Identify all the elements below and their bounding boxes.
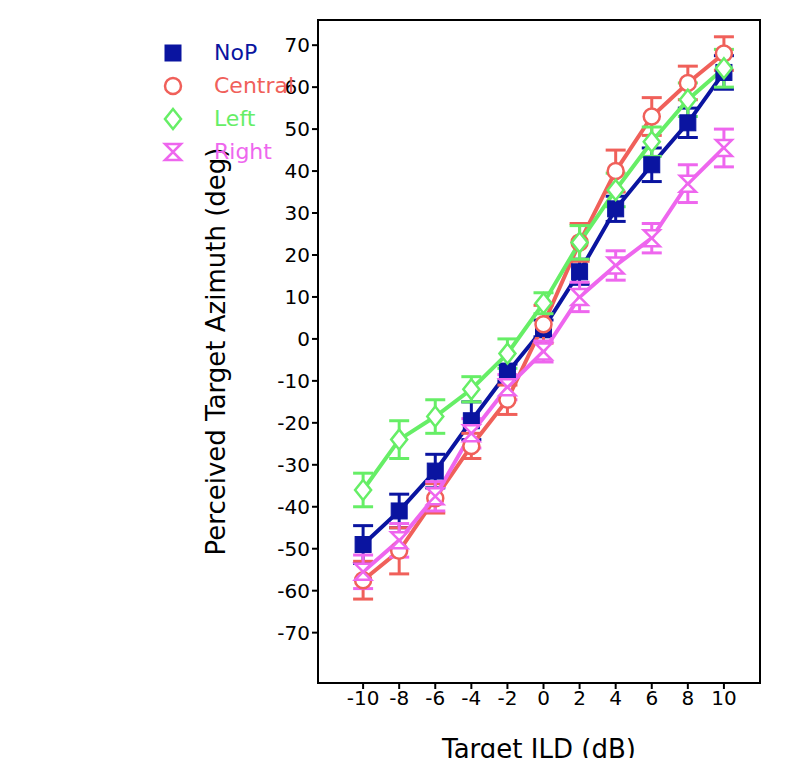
- svg-text:-30: -30: [277, 453, 310, 477]
- svg-text:-2: -2: [497, 686, 517, 710]
- svg-text:Perceived Target Azimuth (deg): Perceived Target Azimuth (deg): [201, 148, 231, 556]
- svg-text:Target ILD (dB): Target ILD (dB): [441, 734, 636, 758]
- svg-text:8: 8: [681, 686, 694, 710]
- svg-text:20: 20: [285, 243, 310, 267]
- svg-text:40: 40: [285, 159, 310, 183]
- svg-text:-6: -6: [425, 686, 445, 710]
- svg-text:0: 0: [297, 327, 310, 351]
- svg-text:10: 10: [285, 285, 310, 309]
- svg-text:10: 10: [711, 686, 736, 710]
- svg-text:-4: -4: [461, 686, 481, 710]
- svg-text:60: 60: [285, 75, 310, 99]
- svg-text:0: 0: [537, 686, 550, 710]
- svg-text:-50: -50: [277, 537, 310, 561]
- svg-text:-40: -40: [277, 495, 310, 519]
- svg-text:70: 70: [285, 33, 310, 57]
- svg-text:-10: -10: [347, 686, 380, 710]
- svg-text:-70: -70: [277, 621, 310, 645]
- svg-text:4: 4: [609, 686, 622, 710]
- svg-text:-8: -8: [389, 686, 409, 710]
- svg-text:6: 6: [645, 686, 658, 710]
- svg-text:2: 2: [573, 686, 586, 710]
- svg-text:30: 30: [285, 201, 310, 225]
- svg-text:-10: -10: [277, 369, 310, 393]
- svg-text:50: 50: [285, 117, 310, 141]
- svg-text:-60: -60: [277, 579, 310, 603]
- svg-text:-20: -20: [277, 411, 310, 435]
